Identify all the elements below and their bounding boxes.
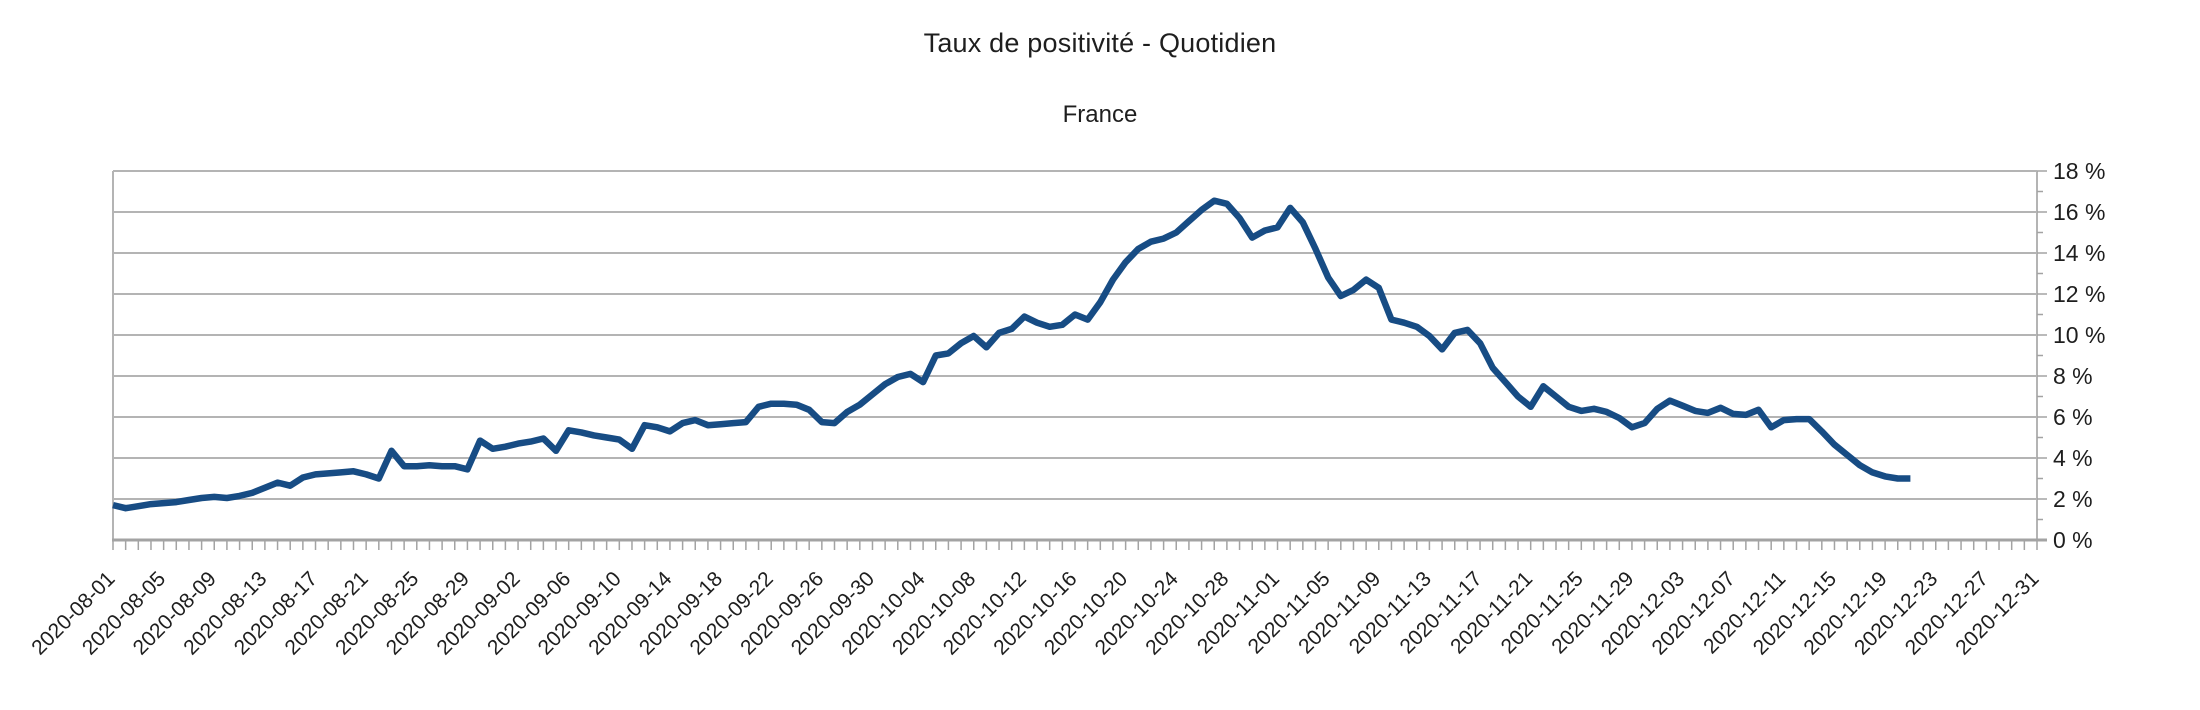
chart-subtitle: France xyxy=(1062,101,1138,128)
y-axis-label: 18 % xyxy=(2053,158,2105,184)
x-axis-ticks xyxy=(112,541,2038,550)
x-axis-labels: 2020-08-012020-08-052020-08-092020-08-13… xyxy=(27,567,2043,659)
y-axis-label: 8 % xyxy=(2053,363,2093,389)
y-axis-label: 12 % xyxy=(2053,281,2105,307)
y-axis-label: 14 % xyxy=(2053,240,2105,266)
gridlines xyxy=(113,170,2037,500)
y-axis-label: 2 % xyxy=(2053,486,2093,512)
y-axis-label: 0 % xyxy=(2053,527,2093,553)
y-axis-label: 16 % xyxy=(2053,199,2105,225)
y-axis-labels: 18 % 16 % 14 % 12 % 10 % 8 % 6 % 4 % 2 % 0 % xyxy=(2053,158,2105,553)
y-axis-label: 4 % xyxy=(2053,445,2093,471)
chart-title: Taux de positivité - Quotidien xyxy=(923,28,1277,58)
y-axis-label: 6 % xyxy=(2053,404,2093,430)
series-line xyxy=(112,197,1911,512)
y-axis-ticks xyxy=(2037,170,2047,541)
plot-frame xyxy=(112,171,2047,542)
y-axis-label: 10 % xyxy=(2053,322,2105,348)
